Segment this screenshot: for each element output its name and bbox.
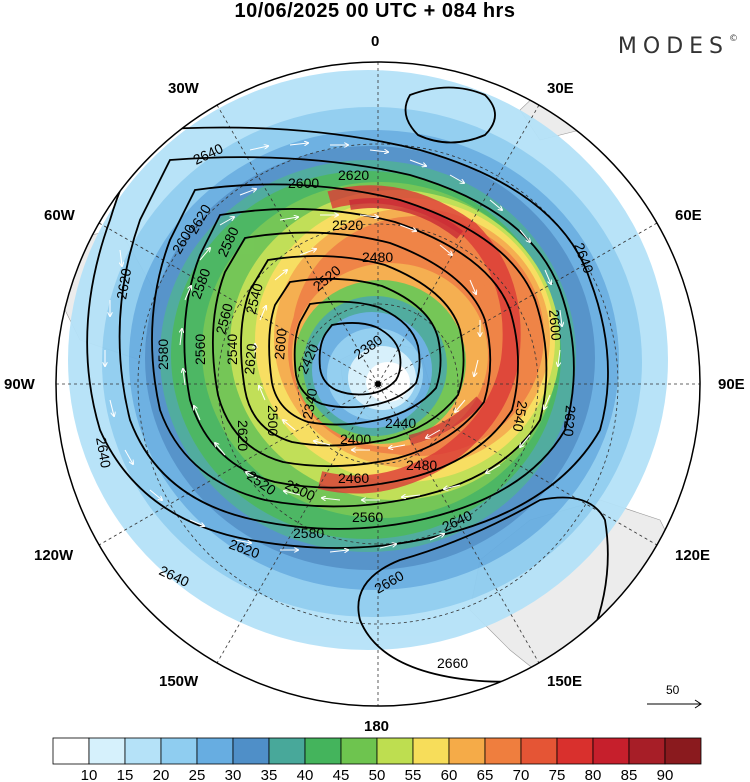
brand-logo: MODES© [617,34,738,59]
lon-label-180: 180 [364,718,390,735]
colorbar-boxes [52,737,702,765]
colorbar-tick-label: 35 [261,767,278,782]
colorbar-swatch [196,737,234,765]
contour-label: 2480 [362,249,393,265]
lon-label-150w: 150W [159,673,199,690]
contour-label: 2560 [352,509,383,525]
lon-label-60e: 60E [675,207,702,224]
contour-label: 2400 [340,431,371,447]
contour-label: 2580 [293,525,324,541]
contour-label: 2640 [93,436,114,470]
contour-label: 2340 [299,387,320,421]
colorbar-swatch [412,737,450,765]
map-border [55,61,701,707]
reference-vector-arrow [647,699,702,709]
lon-label-0: 0 [371,33,380,50]
map-title: 10/06/2025 00 UTC + 084 hrs [234,0,516,22]
colorbar-tick-label: 75 [549,767,566,782]
colorbar-swatch [52,737,90,765]
colorbar-tick-label: 40 [297,767,314,782]
contour-label: 2560 [212,301,236,335]
contour-label: 2620 [241,343,260,376]
contour-label: 2600 [271,328,290,361]
colorbar-swatch [556,737,594,765]
contour-label: 2620 [560,405,579,438]
colorbar-swatch [268,737,306,765]
colorbar-tick-label: 50 [369,767,386,782]
colorbar: 10 15 20 25 30 35 40 45 50 55 60 65 70 75 80 85 90 [52,737,702,782]
colorbar-tick-label: 20 [153,767,170,782]
colorbar-tick-label: 65 [477,767,494,782]
colorbar-tick-label: 90 [657,767,674,782]
colorbar-swatch [448,737,486,765]
colorbar-tick-label: 45 [333,767,350,782]
colorbar-tick-label: 85 [621,767,638,782]
wind-vectors [105,143,562,552]
colorbar-swatch [124,737,162,765]
lon-label-30w: 30W [168,80,199,97]
colorbar-swatch [520,737,558,765]
height-contours [86,86,609,683]
contour-label: 2540 [242,281,266,315]
colorbar-tick-label: 70 [513,767,530,782]
contour-label: 2540 [224,334,240,365]
colorbar-tick-label: 15 [117,767,134,782]
colorbar-tick-label: 30 [225,767,242,782]
lon-label-90e: 90E [718,376,745,393]
colorbar-swatch [484,737,522,765]
lon-label-150e: 150E [547,673,583,690]
colorbar-swatch [376,737,414,765]
lon-label-120w: 120W [34,547,74,564]
contour-label: 2560 [192,334,208,365]
contour-label: 2620 [235,420,251,451]
colorbar-tick-label: 60 [441,767,458,782]
lon-label-30e: 30E [547,80,574,97]
contour-label: 2520 [332,217,363,233]
lon-label-90w: 90W [4,376,35,393]
colorbar-tick-label: 80 [585,767,602,782]
wind-speed-shading [68,70,668,650]
contour-label: 2600 [546,309,565,342]
colorbar-swatch [88,737,126,765]
colorbar-tick-label: 10 [81,767,98,782]
contour-label: 2580 [155,339,171,370]
contour-label: 2440 [385,415,416,431]
lon-label-60w: 60W [44,207,75,224]
colorbar-swatch [304,737,342,765]
colorbar-swatch [664,737,702,765]
contour-label: 2660 [437,655,468,671]
contour-label: 2500 [265,405,281,436]
pole-marker [375,381,381,387]
contour-label: 2620 [338,167,369,183]
colorbar-tick-label: 25 [189,767,206,782]
lon-label-120e: 120E [675,547,711,564]
contour-label: 2620 [113,267,134,301]
contour-label: 2540 [510,399,531,433]
vector-scale-label: 50 [666,683,680,697]
graticule [56,62,700,706]
colorbar-swatch [340,737,378,765]
colorbar-tick-label: 55 [405,767,422,782]
contour-label: 2480 [406,457,437,473]
colorbar-swatch [592,737,630,765]
colorbar-swatch [628,737,666,765]
contour-label: 2600 [288,175,319,191]
colorbar-swatch [232,737,270,765]
colorbar-swatch [160,737,198,765]
contour-label: 2460 [338,470,369,486]
polar-map: 2640 2620 2600 2620 2520 2640 2620 2580 … [55,61,701,707]
colorbar-ticks: 10 15 20 25 30 35 40 45 50 55 60 65 70 75 80 85 90 [81,767,674,782]
